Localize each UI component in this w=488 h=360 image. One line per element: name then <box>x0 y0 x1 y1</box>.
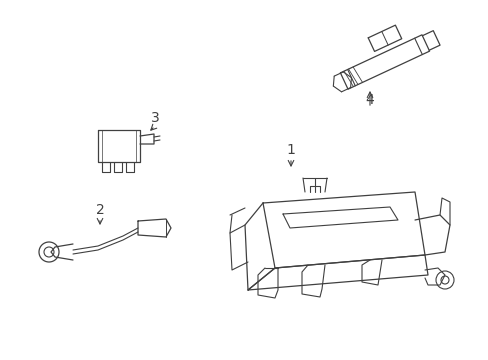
Text: 1: 1 <box>286 143 295 157</box>
Text: 3: 3 <box>150 111 159 125</box>
Text: 2: 2 <box>96 203 104 217</box>
Text: 4: 4 <box>365 93 374 107</box>
